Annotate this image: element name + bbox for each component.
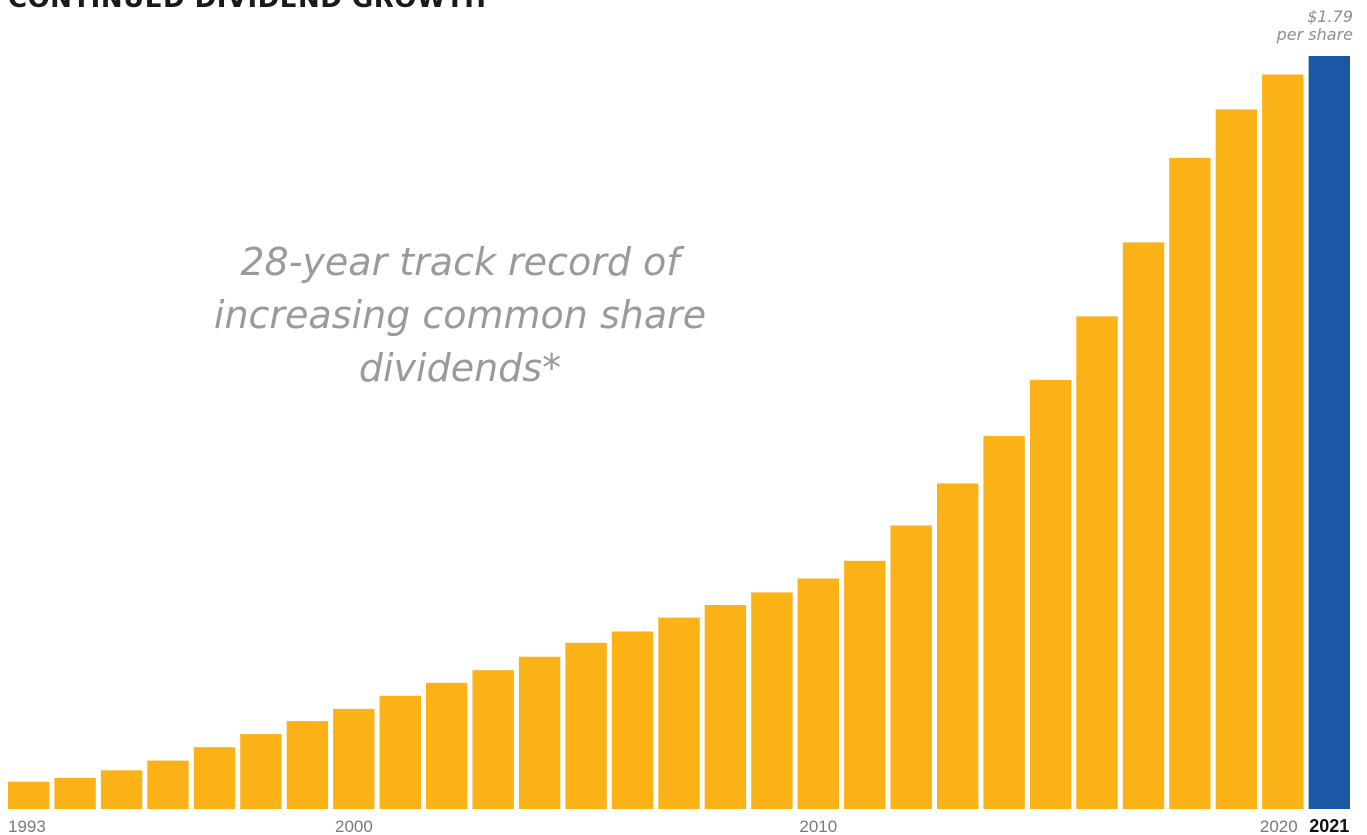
x-axis-ticks: 1993 2000 2010 2020 2021 [8, 816, 1349, 835]
bar-2021 [1308, 56, 1350, 809]
bar-2014 [983, 435, 1025, 809]
bar-2008 [704, 605, 747, 809]
bar-2013 [937, 483, 979, 809]
bar-2002 [426, 682, 468, 809]
bar-2010 [797, 578, 839, 809]
subtitle-line-2: increasing common share dividends* [213, 293, 707, 390]
bar-2017 [1122, 242, 1165, 809]
bars-group [8, 56, 1350, 810]
bar-2005 [565, 642, 607, 809]
bar-1998 [240, 734, 282, 809]
bar-2018 [1169, 157, 1211, 810]
x-tick-label-1993: 1993 [8, 817, 46, 835]
final-value-unit: per share [1276, 25, 1353, 44]
bar-2015 [1029, 379, 1072, 809]
x-tick-label-2000: 2000 [335, 817, 373, 835]
bar-1995 [100, 770, 143, 809]
bar-1993 [8, 781, 50, 809]
final-value-label: $1.79 per share [1277, 8, 1353, 44]
bar-1996 [147, 760, 189, 809]
bar-2009 [751, 592, 793, 809]
bar-2020 [1262, 74, 1304, 809]
x-tick-label-2020: 2020 [1260, 817, 1298, 835]
chart-subtitle: 28-year track record of increasing commo… [130, 236, 790, 395]
final-value: $1.79 [1307, 7, 1353, 26]
chart-title: CONTINUED DIVIDEND GROWTH [8, 0, 487, 14]
bar-2019 [1215, 109, 1258, 809]
bar-2000 [333, 708, 375, 809]
x-tick-label-2010: 2010 [799, 817, 837, 835]
bar-2011 [844, 560, 886, 809]
bar-2006 [611, 631, 654, 809]
bar-1999 [286, 721, 329, 809]
bar-2004 [518, 656, 561, 809]
bar-2003 [472, 670, 514, 809]
subtitle-line-1: 28-year track record of [240, 240, 680, 284]
x-tick-label-2021: 2021 [1309, 816, 1349, 835]
bar-1997 [193, 747, 236, 809]
bar-2007 [658, 617, 700, 809]
bar-2001 [379, 695, 421, 809]
bar-2012 [890, 525, 932, 809]
bar-1994 [54, 777, 96, 809]
bar-2016 [1076, 316, 1118, 809]
